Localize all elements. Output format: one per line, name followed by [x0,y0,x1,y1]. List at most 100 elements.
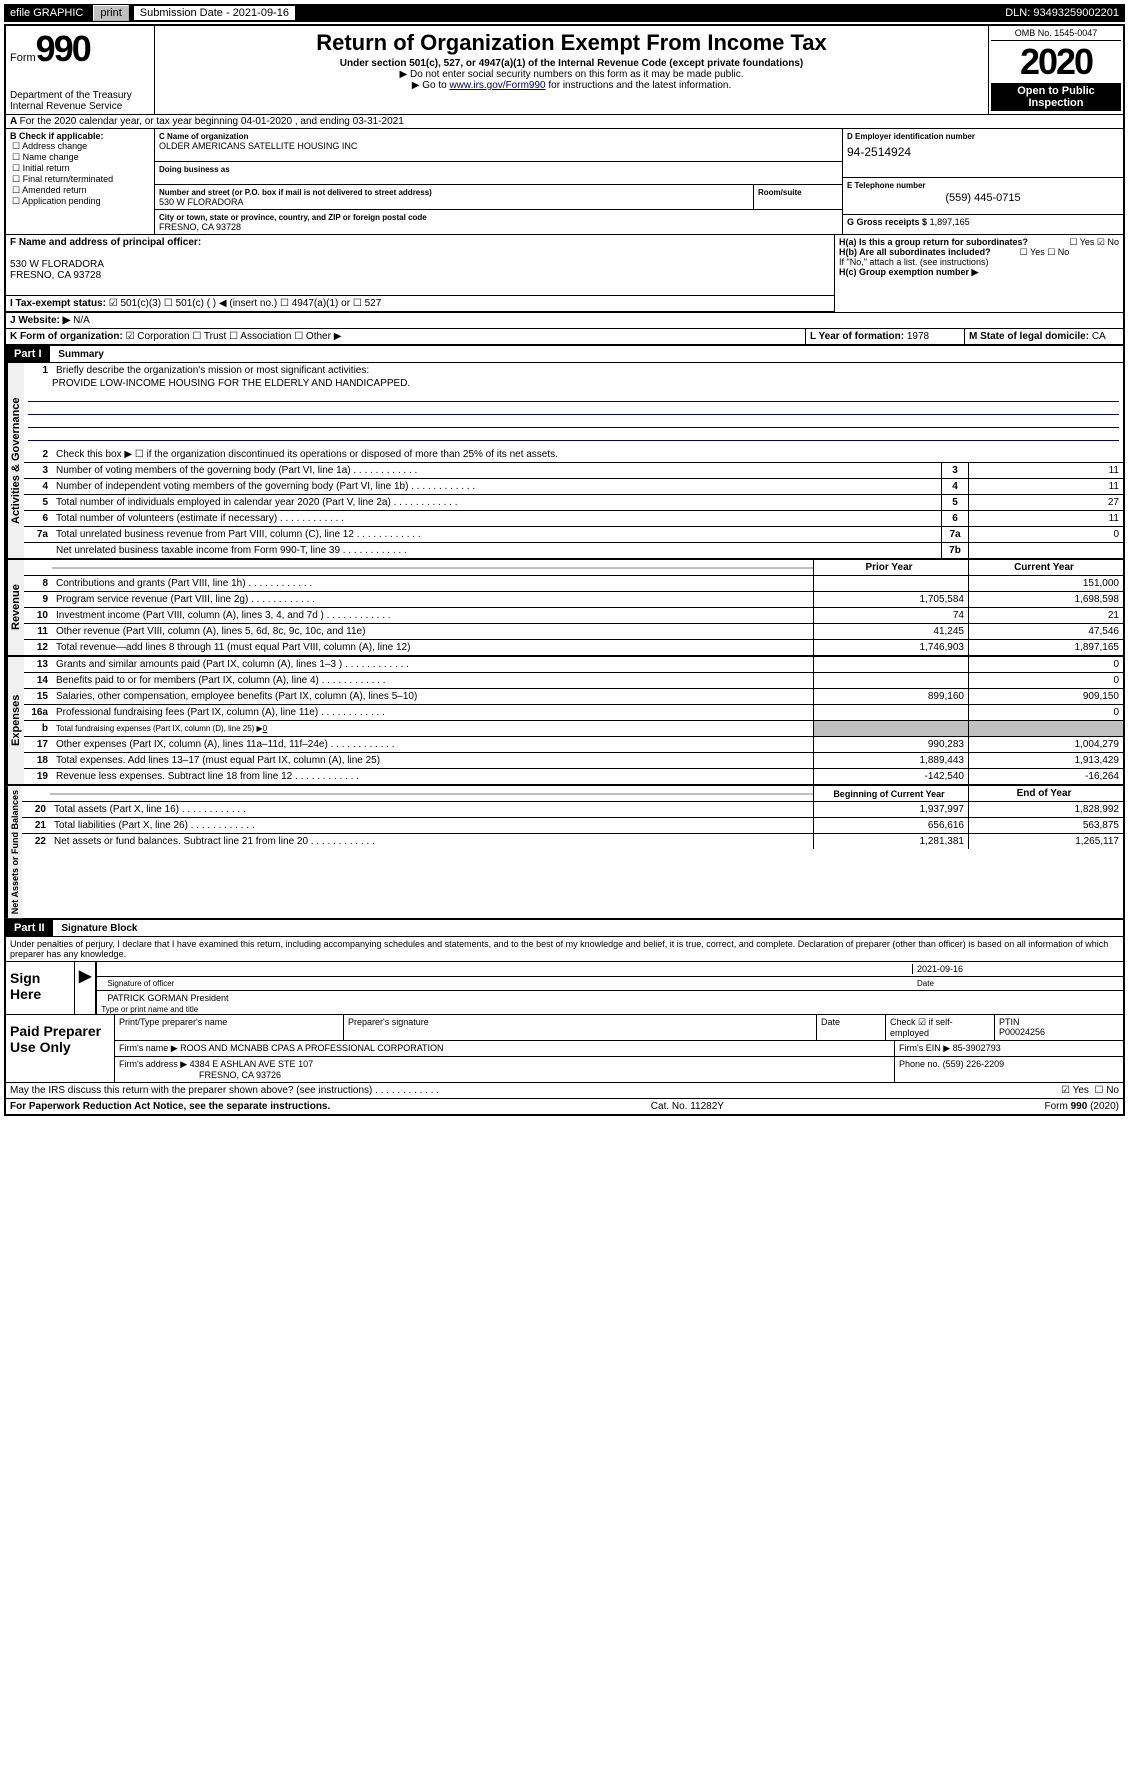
chk-address[interactable]: ☐ Address change [10,141,150,152]
discuss-no[interactable]: ☐ No [1094,1085,1119,1096]
l2: Check this box ▶ ☐ if the organization d… [52,448,1123,461]
part2-hdr: Part II [6,920,53,936]
j-label: J Website: ▶ [10,315,70,326]
open-public: Open to Public Inspection [991,83,1121,111]
b-label: B Check if applicable: [10,131,104,141]
l18: Total expenses. Add lines 13–17 (must eq… [52,754,813,767]
sig-date-label: Date [913,979,1117,988]
ha-yes[interactable]: ☐ Yes [1069,237,1094,247]
l4: Number of independent voting members of … [52,480,941,493]
chk-final[interactable]: ☐ Final return/terminated [10,174,150,185]
firm-addr1: 4384 E ASHLAN AVE STE 107 [190,1059,313,1069]
current-year-hdr: Current Year [968,560,1123,575]
irs-link[interactable]: www.irs.gov/Form990 [449,80,545,91]
bcd-row: B Check if applicable: ☐ Address change … [6,129,1123,235]
v3: 11 [968,463,1123,478]
footer-right: Form 990 (2020) [1045,1101,1119,1112]
chk-initial[interactable]: ☐ Initial return [10,163,150,174]
discuss-text: May the IRS discuss this return with the… [10,1085,1061,1096]
chk-pending[interactable]: ☐ Application pending [10,196,150,207]
prep-c5: PTINP00024256 [995,1015,1123,1040]
c12: 1,897,165 [968,640,1123,655]
p18: 1,889,443 [813,753,968,768]
form-header: Form 990 Department of the Treasury Inte… [6,26,1123,115]
l-val: 1978 [907,331,929,342]
i-label: I Tax-exempt status: [10,298,106,309]
firm-name: ROOS AND MCNABB CPAS A PROFESSIONAL CORP… [180,1043,443,1053]
l7b: Net unrelated business taxable income fr… [52,544,941,557]
a-tax-year: A For the 2020 calendar year, or tax yea… [6,115,1123,129]
firm-phone-label: Phone no. [899,1059,940,1069]
l9: Program service revenue (Part VIII, line… [52,593,813,606]
c20: 1,828,992 [968,802,1123,817]
footer-mid: Cat. No. 11282Y [651,1101,724,1112]
efile-link[interactable]: efile GRAPHIC [4,7,89,19]
sign-body: 2021-09-16 Signature of officer Date PAT… [97,962,1123,1014]
preparer-row: Paid Preparer Use Only Print/Type prepar… [6,1015,1123,1083]
p14 [813,673,968,688]
j-row: J Website: ▶ N/A [6,313,1123,329]
dba-label: Doing business as [159,165,230,174]
print-button[interactable]: print [93,5,128,21]
c8: 151,000 [968,576,1123,591]
section-expenses: Expenses 13Grants and similar amounts pa… [6,657,1123,786]
k-opts[interactable]: ☑ Corporation ☐ Trust ☐ Association ☐ Ot… [126,331,342,342]
header-left: Form 990 Department of the Treasury Inte… [6,26,155,114]
fh-row: F Name and address of principal officer:… [6,235,1123,313]
prior-year-hdr: Prior Year [813,560,968,575]
mission-line [28,402,1119,415]
prep-c2: Preparer's signature [344,1015,817,1040]
note2-post: for instructions and the latest informat… [546,80,732,91]
sig-officer-label: Signature of officer [103,979,913,988]
addr-label: Number and street (or P.O. box if mail i… [159,188,432,197]
topbar: efile GRAPHIC print Submission Date - 20… [4,4,1125,22]
p16a [813,705,968,720]
c9: 1,698,598 [968,592,1123,607]
l21: Total liabilities (Part X, line 26) [50,819,813,832]
hb-yes[interactable]: ☐ Yes [1020,247,1045,257]
firm-phone: (559) 226-2209 [943,1059,1005,1069]
type-name-label: Type or print name and title [97,1005,1123,1014]
b-checkboxes: B Check if applicable: ☐ Address change … [6,129,155,234]
p13 [813,657,968,672]
form-number: 990 [36,28,90,70]
chk-name[interactable]: ☐ Name change [10,152,150,163]
m-label: M State of legal domicile: [969,331,1089,342]
room-label: Room/suite [758,188,802,197]
discuss-yes[interactable]: ☑ Yes [1061,1085,1089,1096]
footer: For Paperwork Reduction Act Notice, see … [6,1098,1123,1114]
form-label: Form [10,52,36,64]
v7b [968,543,1123,558]
part2-title: Signature Block [55,923,137,934]
p19: -142,540 [813,769,968,784]
city-label: City or town, state or province, country… [159,213,427,222]
part1-hdr: Part I [6,346,50,362]
l22: Net assets or fund balances. Subtract li… [50,835,813,848]
hb-no[interactable]: ☐ No [1047,247,1069,257]
f-block: F Name and address of principal officer:… [6,235,835,312]
c16a: 0 [968,705,1123,720]
dept-treasury: Department of the Treasury [10,90,150,101]
g-gross-label: G Gross receipts $ [847,217,927,227]
c18: 1,913,429 [968,753,1123,768]
mission-line [28,428,1119,441]
chk-amended[interactable]: ☐ Amended return [10,185,150,196]
firm-addr-label: Firm's address ▶ [119,1059,187,1069]
dln: DLN: 93493259002201 [1005,7,1125,19]
form-title: Return of Organization Exempt From Incom… [157,30,986,56]
perjury-text: Under penalties of perjury, I declare th… [6,937,1123,962]
f-label: F Name and address of principal officer: [10,237,201,248]
begin-hdr: Beginning of Current Year [813,786,968,801]
f-addr2: FRESNO, CA 93728 [10,270,101,281]
prep-c4[interactable]: Check ☑ if self-employed [886,1015,995,1040]
p9: 1,705,584 [813,592,968,607]
p21: 656,616 [813,818,968,833]
l11: Other revenue (Part VIII, column (A), li… [52,625,813,638]
i-opts[interactable]: ☑ 501(c)(3) ☐ 501(c) ( ) ◀ (insert no.) … [109,298,382,309]
l16a: Professional fundraising fees (Part IX, … [52,706,813,719]
section-revenue: Revenue Prior YearCurrent Year 8Contribu… [6,560,1123,657]
c22: 1,265,117 [968,834,1123,849]
l16b: Total fundraising expenses (Part IX, col… [52,723,813,734]
ha-no[interactable]: ☑ No [1097,237,1119,247]
p12: 1,746,903 [813,640,968,655]
